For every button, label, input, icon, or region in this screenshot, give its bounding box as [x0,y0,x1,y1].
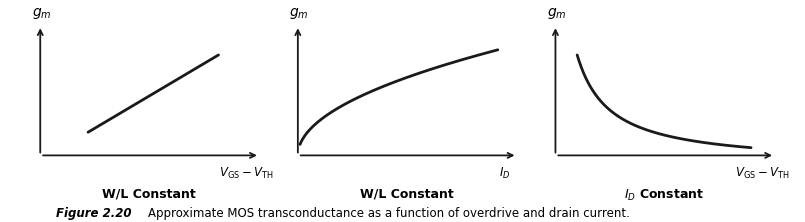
Text: $g_m$: $g_m$ [547,6,567,22]
Text: $I_D$: $I_D$ [498,166,510,181]
Text: $V_{\mathrm{GS}} - V_{\mathrm{TH}}$: $V_{\mathrm{GS}} - V_{\mathrm{TH}}$ [734,166,790,181]
Text: W/L Constant: W/L Constant [360,188,453,201]
Text: $g_m$: $g_m$ [289,6,309,22]
Text: W/L Constant: W/L Constant [102,188,196,201]
Text: $g_m$: $g_m$ [31,6,52,22]
Text: Figure 2.20: Figure 2.20 [56,207,132,220]
Text: $V_{\mathrm{GS}} - V_{\mathrm{TH}}$: $V_{\mathrm{GS}} - V_{\mathrm{TH}}$ [219,166,275,181]
Text: Approximate MOS transconductance as a function of overdrive and drain current.: Approximate MOS transconductance as a fu… [133,207,630,220]
Text: $I_D$ Constant: $I_D$ Constant [624,188,704,203]
